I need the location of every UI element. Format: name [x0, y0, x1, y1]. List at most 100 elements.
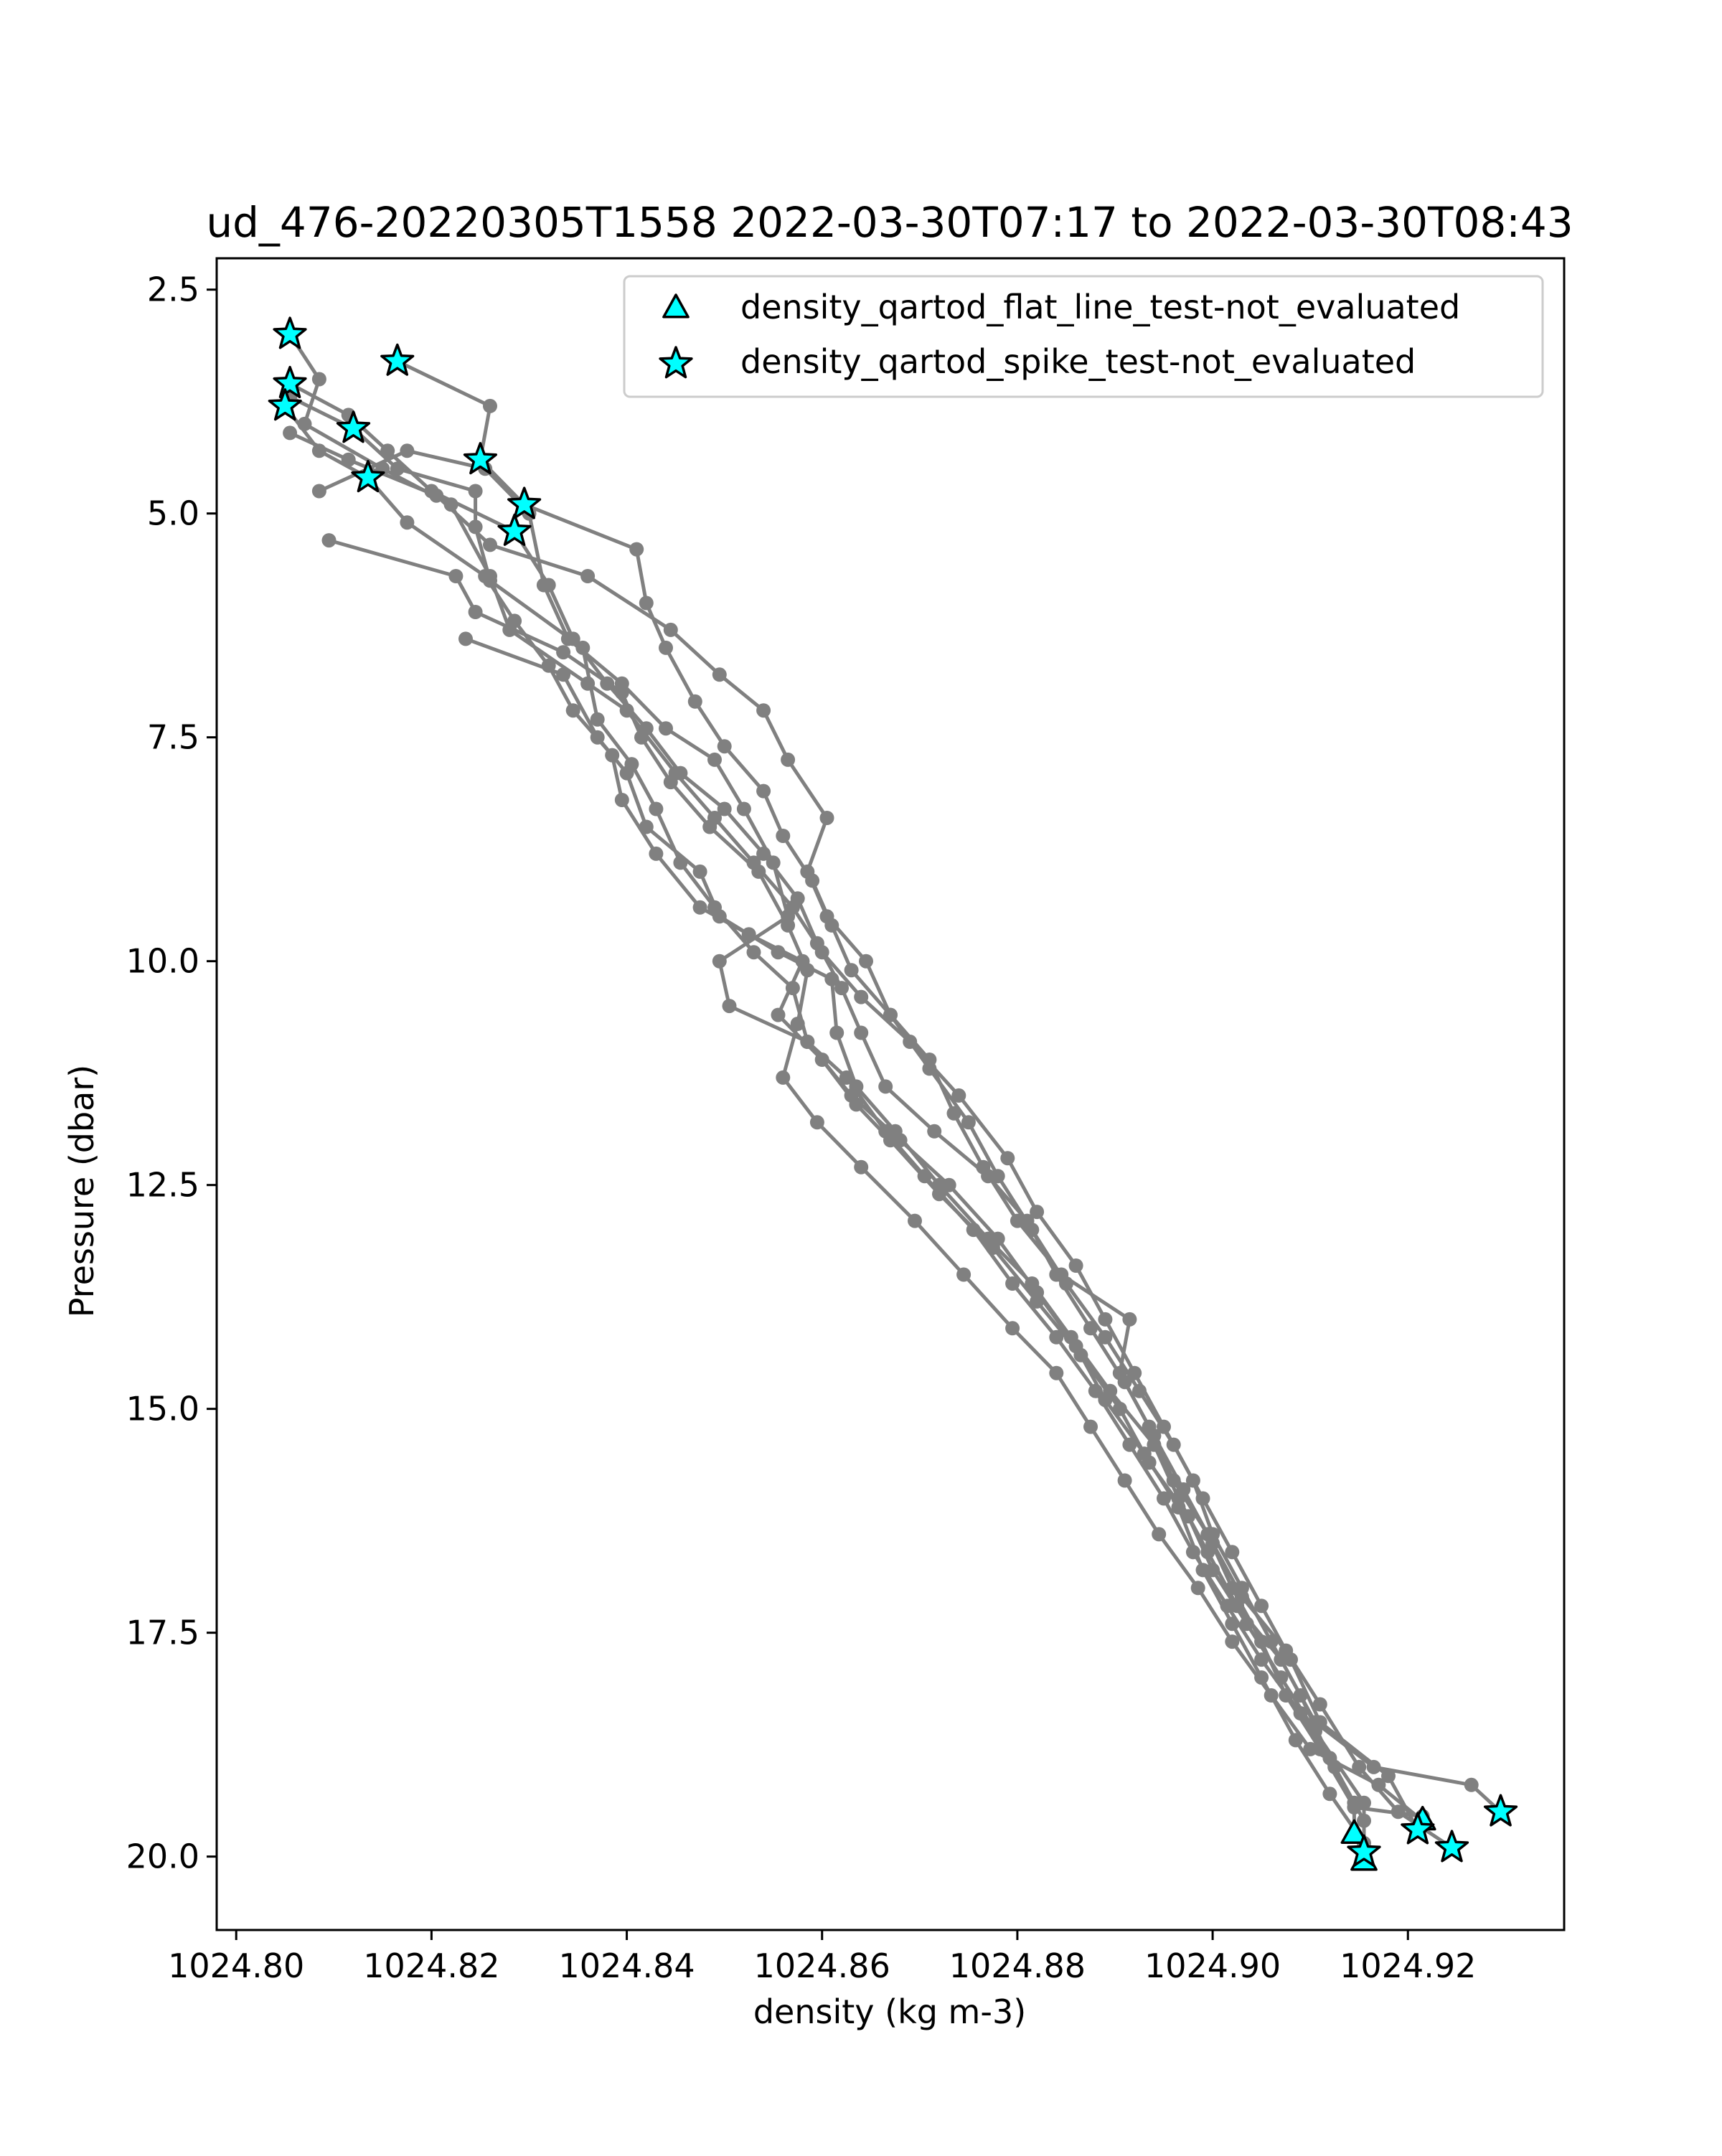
- data-point: [575, 640, 591, 655]
- data-point: [565, 703, 580, 718]
- data-point: [1225, 1581, 1240, 1596]
- data-point: [776, 1070, 791, 1085]
- y-tick-label: 20.0: [126, 1837, 199, 1876]
- data-point: [448, 569, 464, 583]
- data-point: [1005, 1321, 1020, 1336]
- data-point: [809, 1115, 824, 1130]
- spike-test-marker: [1434, 1830, 1469, 1863]
- y-tick-label: 2.5: [147, 270, 199, 309]
- legend-star-marker: [659, 346, 693, 379]
- data-point: [1357, 1813, 1371, 1828]
- data-point: [1088, 1383, 1103, 1398]
- data-point: [819, 811, 834, 825]
- axes: 1024.80 1024.82 1024.84 1024.86 1024.88 1024.…: [126, 257, 1566, 1985]
- data-point: [844, 963, 859, 978]
- data-point: [1025, 1276, 1040, 1291]
- data-point: [659, 640, 673, 655]
- data-point: [400, 515, 415, 530]
- data-point: [1049, 1329, 1064, 1345]
- data-point: [556, 667, 571, 682]
- data-point: [649, 801, 664, 816]
- profile-line: [328, 538, 1424, 1822]
- data-point: [311, 372, 326, 387]
- data-point: [590, 712, 605, 727]
- data-point: [1312, 1697, 1327, 1712]
- profile-line: [465, 637, 1502, 1814]
- data-point: [1225, 1634, 1240, 1649]
- data-point: [390, 461, 405, 476]
- x-tick-label: 1024.82: [363, 1946, 499, 1985]
- data-point: [1352, 1759, 1367, 1774]
- data-point: [663, 622, 678, 637]
- x-tick-label: 1024.92: [1340, 1946, 1476, 1985]
- spike-test-marker: [273, 316, 307, 349]
- spike-test-marker: [268, 388, 302, 421]
- data-point: [468, 484, 483, 499]
- data-point: [1381, 1769, 1396, 1784]
- data-point: [781, 752, 796, 767]
- data-point: [1312, 1741, 1327, 1756]
- spike-test-marker: [1347, 1834, 1381, 1867]
- data-point: [956, 1267, 971, 1282]
- x-tick-label: 1024.90: [1144, 1946, 1281, 1985]
- spike-test-marker: [497, 513, 532, 546]
- data-point: [1098, 1312, 1113, 1327]
- data-point: [580, 569, 596, 583]
- data-point: [707, 752, 722, 767]
- data-point: [908, 1213, 922, 1228]
- data-point: [883, 1007, 898, 1022]
- data-point: [824, 971, 839, 987]
- data-point: [1166, 1473, 1181, 1488]
- data-point: [1142, 1419, 1157, 1434]
- data-point: [1030, 1205, 1045, 1220]
- data-point: [1190, 1581, 1205, 1596]
- data-point: [771, 945, 786, 960]
- data-point: [878, 1079, 893, 1094]
- data-point: [790, 1017, 805, 1031]
- x-axis-label: density (kg m-3): [753, 1992, 1026, 2031]
- data-point: [1185, 1545, 1200, 1560]
- plot-area: [268, 316, 1518, 1871]
- data-point: [854, 1025, 869, 1040]
- data-point: [1274, 1652, 1289, 1667]
- data-point: [751, 864, 766, 879]
- data-point: [478, 569, 493, 583]
- data-point: [849, 1097, 864, 1112]
- data-point: [946, 1106, 961, 1121]
- data-point: [712, 667, 727, 682]
- data-point: [400, 443, 415, 458]
- data-point: [771, 1007, 786, 1022]
- data-point: [1000, 1151, 1015, 1166]
- data-point: [1366, 1759, 1381, 1774]
- data-point: [1122, 1437, 1137, 1452]
- data-point: [922, 1053, 937, 1067]
- data-point: [1200, 1527, 1215, 1542]
- data-point: [1010, 1213, 1025, 1228]
- data-point: [1195, 1491, 1210, 1506]
- data-point: [639, 819, 654, 834]
- data-point: [1098, 1329, 1113, 1345]
- data-point: [692, 900, 707, 915]
- data-point: [639, 596, 654, 611]
- data-point: [819, 909, 834, 924]
- data-point: [1225, 1545, 1240, 1560]
- y-tick-label: 5.0: [147, 494, 199, 533]
- data-point: [756, 703, 771, 718]
- data-point: [809, 936, 824, 951]
- flat-line-test-marker: [1340, 1819, 1368, 1844]
- data-point: [1122, 1312, 1137, 1327]
- data-point: [1200, 1545, 1215, 1560]
- spike-test-marker: [336, 410, 371, 443]
- data-point: [659, 721, 673, 736]
- legend-box: [623, 275, 1544, 398]
- data-point: [1264, 1688, 1279, 1703]
- data-point: [1347, 1800, 1362, 1814]
- y-tick-label: 17.5: [126, 1614, 199, 1652]
- legend-star-icon: [659, 346, 693, 379]
- data-point: [746, 945, 761, 960]
- data-point: [859, 954, 873, 969]
- data-point: [941, 1177, 956, 1192]
- legend-triangle-icon: [662, 293, 690, 319]
- data-point: [834, 981, 849, 996]
- data-point: [619, 766, 634, 781]
